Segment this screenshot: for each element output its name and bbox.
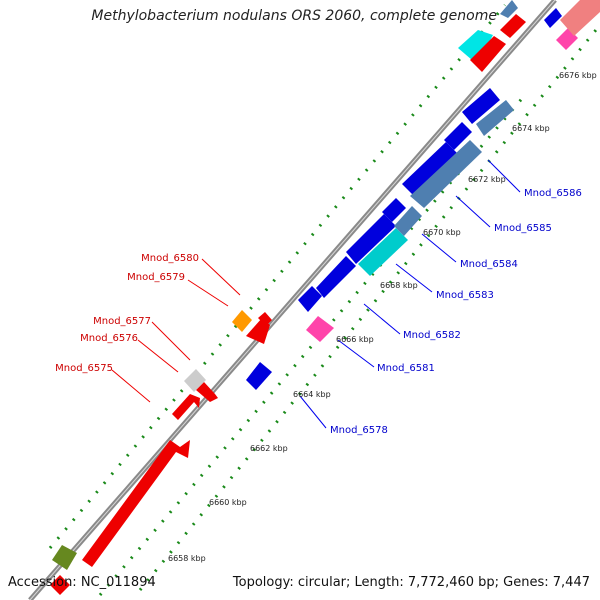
gene-mnod-6579b[interactable] — [258, 312, 272, 326]
accession-label: Accession: NC_011894 — [8, 575, 156, 590]
gene-red-upper[interactable] — [172, 394, 200, 420]
genome-backbone-highlight — [29, 0, 556, 600]
gene-label-mnod-6575: Mnod_6575 — [55, 363, 113, 374]
gene-mnod-6581[interactable] — [306, 316, 334, 342]
gene-label-mnod-6582: Mnod_6582 — [403, 330, 461, 341]
gene-red-bottom[interactable] — [50, 575, 70, 595]
gene-label-mnod-6580: Mnod_6580 — [141, 253, 199, 264]
reverse-gene-labels: Mnod_6586 Mnod_6585 Mnod_6584 Mnod_6583 … — [330, 188, 582, 436]
map-title: Methylobacterium nodulans ORS 2060, comp… — [91, 8, 497, 24]
gene-blue-f[interactable] — [462, 88, 500, 124]
gene-mnod-6585[interactable] — [410, 140, 482, 208]
gene-red-top1[interactable] — [470, 36, 506, 72]
gene-red-top2[interactable] — [500, 14, 526, 38]
tick-track-middle — [98, 94, 527, 596]
gene-label-mnod-6586: Mnod_6586 — [524, 188, 582, 199]
gene-mnod-6579[interactable] — [246, 318, 270, 344]
gene-label-mnod-6578: Mnod_6578 — [330, 425, 388, 436]
gene-label-mnod-6581: Mnod_6581 — [377, 363, 435, 374]
scale-label: 6674 kbp — [512, 124, 550, 133]
gene-blue-b[interactable] — [346, 214, 396, 264]
gene-label-mnod-6579: Mnod_6579 — [127, 272, 185, 283]
forward-genes — [50, 0, 526, 595]
tick-track-outer — [48, 4, 507, 549]
gene-blue-top[interactable] — [544, 8, 562, 28]
reverse-leaders — [299, 159, 521, 429]
scale-label: 6666 kbp — [336, 335, 374, 344]
gene-cyan-top[interactable] — [458, 30, 493, 60]
gene-steel-top[interactable] — [500, 0, 518, 18]
forward-gene-labels: Mnod_6580 Mnod_6579 Mnod_6577 Mnod_6576 … — [55, 253, 199, 374]
gene-mnod-6575[interactable] — [82, 440, 190, 567]
scale-label: 6660 kbp — [209, 498, 247, 507]
gene-label-mnod-6583: Mnod_6583 — [436, 290, 494, 301]
reverse-genes — [246, 0, 600, 390]
gene-salmon-top[interactable] — [560, 0, 600, 36]
gene-blue-a[interactable] — [316, 256, 356, 298]
gene-mnod-6584[interactable] — [394, 206, 422, 236]
gene-label-mnod-6576: Mnod_6576 — [80, 333, 138, 344]
gene-label-mnod-6577: Mnod_6577 — [93, 316, 151, 327]
scale-label: 6668 kbp — [380, 281, 418, 290]
forward-leaders — [111, 258, 241, 403]
scale-label: 6672 kbp — [468, 175, 506, 184]
genome-summary: Topology: circular; Length: 7,772,460 bp… — [232, 575, 590, 590]
gene-mnod-6577[interactable] — [184, 369, 206, 392]
gene-mnod-6580[interactable] — [232, 310, 252, 332]
gene-mnod-6582[interactable] — [298, 286, 322, 312]
gene-label-mnod-6584: Mnod_6584 — [460, 259, 518, 270]
gene-olive[interactable] — [52, 545, 77, 570]
gene-mnod-6586[interactable] — [476, 100, 514, 136]
scale-label: 6670 kbp — [423, 228, 461, 237]
gene-blue-d[interactable] — [402, 142, 458, 196]
tick-track-inner — [138, 24, 600, 591]
gene-mnod-6576[interactable] — [196, 382, 218, 402]
scale-label: 6676 kbp — [559, 71, 597, 80]
scale-labels: 6658 kbp 6660 kbp 6662 kbp 6664 kbp 6666… — [168, 71, 597, 563]
gene-label-mnod-6585: Mnod_6585 — [494, 223, 552, 234]
scale-label: 6662 kbp — [250, 444, 288, 453]
gene-blue-e[interactable] — [444, 122, 472, 150]
gene-blue-c[interactable] — [382, 198, 406, 222]
scale-label: 6658 kbp — [168, 554, 206, 563]
gene-mnod-6583[interactable] — [358, 228, 408, 276]
scale-label: 6664 kbp — [293, 390, 331, 399]
gene-mnod-6578[interactable] — [246, 362, 272, 390]
